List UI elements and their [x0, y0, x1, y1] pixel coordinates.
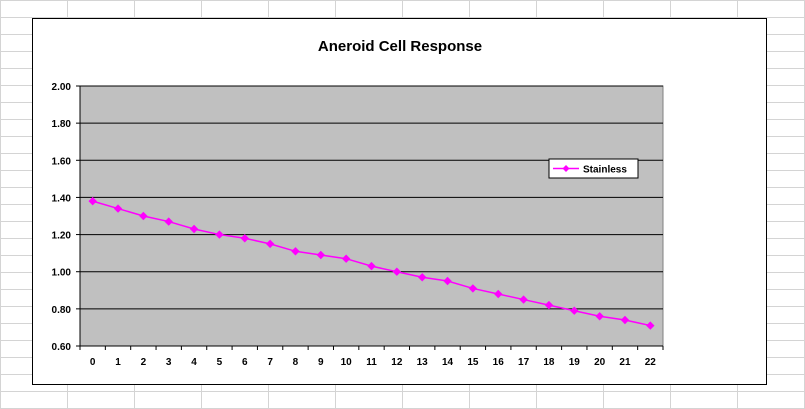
legend-marker	[562, 165, 570, 172]
x-tick-label: 16	[493, 357, 505, 368]
data-point[interactable]	[417, 273, 427, 282]
legend[interactable]: Stainless	[548, 158, 639, 179]
data-point[interactable]	[646, 321, 655, 330]
data-point[interactable]	[189, 224, 199, 234]
legend-label: Stainless	[583, 165, 627, 176]
plot-area[interactable]	[79, 85, 664, 347]
x-tick-label: 21	[619, 357, 631, 368]
x-axis: 0 1 2 3 4 5 6 7 8 9 10 11 12 13 14 15 16 17 18 19 20 21 22	[79, 345, 664, 368]
data-point[interactable]	[113, 204, 123, 213]
y-tick-label: 0.80	[52, 305, 72, 316]
series-layer	[88, 196, 655, 330]
data-point[interactable]	[443, 276, 452, 286]
x-tick-label: 1	[115, 357, 121, 368]
y-tick-label: 1.20	[52, 231, 72, 242]
y-tick-label: 1.40	[52, 193, 72, 204]
data-point[interactable]	[88, 196, 97, 206]
y-tick-label: 0.60	[52, 342, 72, 353]
data-point[interactable]	[265, 239, 275, 249]
data-point[interactable]	[164, 217, 173, 226]
x-tick-label: 4	[191, 357, 197, 368]
plot-background[interactable]	[79, 85, 664, 347]
x-tick-label: 7	[267, 357, 273, 368]
y-tick-label: 1.80	[52, 119, 72, 130]
x-tick-label: 20	[594, 357, 606, 368]
x-tick-label: 17	[518, 357, 530, 368]
x-tick-label: 10	[341, 357, 353, 368]
x-tick-label: 14	[442, 357, 454, 368]
x-tick-label: 11	[366, 357, 377, 368]
y-tick-label: 1.00	[52, 268, 72, 279]
data-point[interactable]	[570, 306, 579, 315]
x-tick-label: 9	[318, 357, 324, 368]
x-tick-label: 22	[645, 357, 657, 368]
y-tick-label: 1.60	[52, 156, 72, 167]
x-tick-label: 13	[417, 357, 429, 368]
data-point[interactable]	[341, 254, 351, 263]
x-tick-label: 15	[467, 357, 479, 368]
data-point[interactable]	[468, 284, 478, 293]
x-tick-label: 18	[543, 357, 555, 368]
x-tick-label: 6	[242, 357, 248, 368]
data-point[interactable]	[240, 234, 249, 243]
data-point[interactable]	[544, 300, 554, 310]
x-tick-label: 12	[391, 357, 403, 368]
data-point[interactable]	[595, 312, 604, 321]
data-point[interactable]	[139, 211, 148, 221]
data-point[interactable]	[367, 261, 376, 271]
data-point[interactable]	[392, 267, 402, 276]
x-tick-label: 19	[569, 357, 581, 368]
data-point[interactable]	[494, 289, 503, 299]
x-tick-label: 8	[293, 357, 299, 368]
x-tick-label: 0	[90, 357, 96, 368]
chart-title: Aneroid Cell Response	[318, 38, 482, 55]
legend-box[interactable]	[548, 158, 639, 179]
data-point[interactable]	[620, 315, 630, 325]
data-point[interactable]	[215, 230, 224, 239]
y-tick-label: 2.00	[52, 82, 72, 93]
data-point[interactable]	[519, 295, 528, 304]
x-tick-label: 3	[166, 357, 172, 368]
data-point[interactable]	[316, 250, 326, 260]
x-tick-label: 2	[141, 357, 147, 368]
data-point[interactable]	[291, 247, 300, 256]
y-axis: 0.60 0.80 1.00 1.20 1.40 1.60 1.80 2.00	[52, 82, 81, 353]
x-tick-label: 5	[217, 357, 223, 368]
